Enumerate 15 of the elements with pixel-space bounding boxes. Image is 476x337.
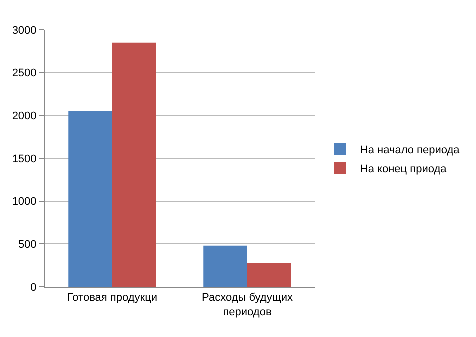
- bar: [204, 246, 248, 287]
- y-tick-label: 500: [18, 239, 37, 252]
- y-tick-label: 2500: [12, 68, 37, 80]
- x-tick-label: Готовая продукци: [67, 292, 158, 304]
- y-tick-label: 3000: [12, 24, 37, 37]
- y-tick-label: 0: [30, 282, 37, 294]
- y-tick-label: 1000: [12, 196, 37, 208]
- y-tick-label: 1500: [12, 153, 37, 166]
- bar: [112, 42, 156, 287]
- bar: [248, 263, 292, 287]
- y-tick-label: 2000: [12, 110, 37, 123]
- legend-label: На конец приода: [360, 163, 448, 176]
- bar: [68, 111, 112, 287]
- legend-label: На начало периода: [360, 144, 461, 156]
- x-tick-label: Расходы будущих периодов: [202, 292, 294, 318]
